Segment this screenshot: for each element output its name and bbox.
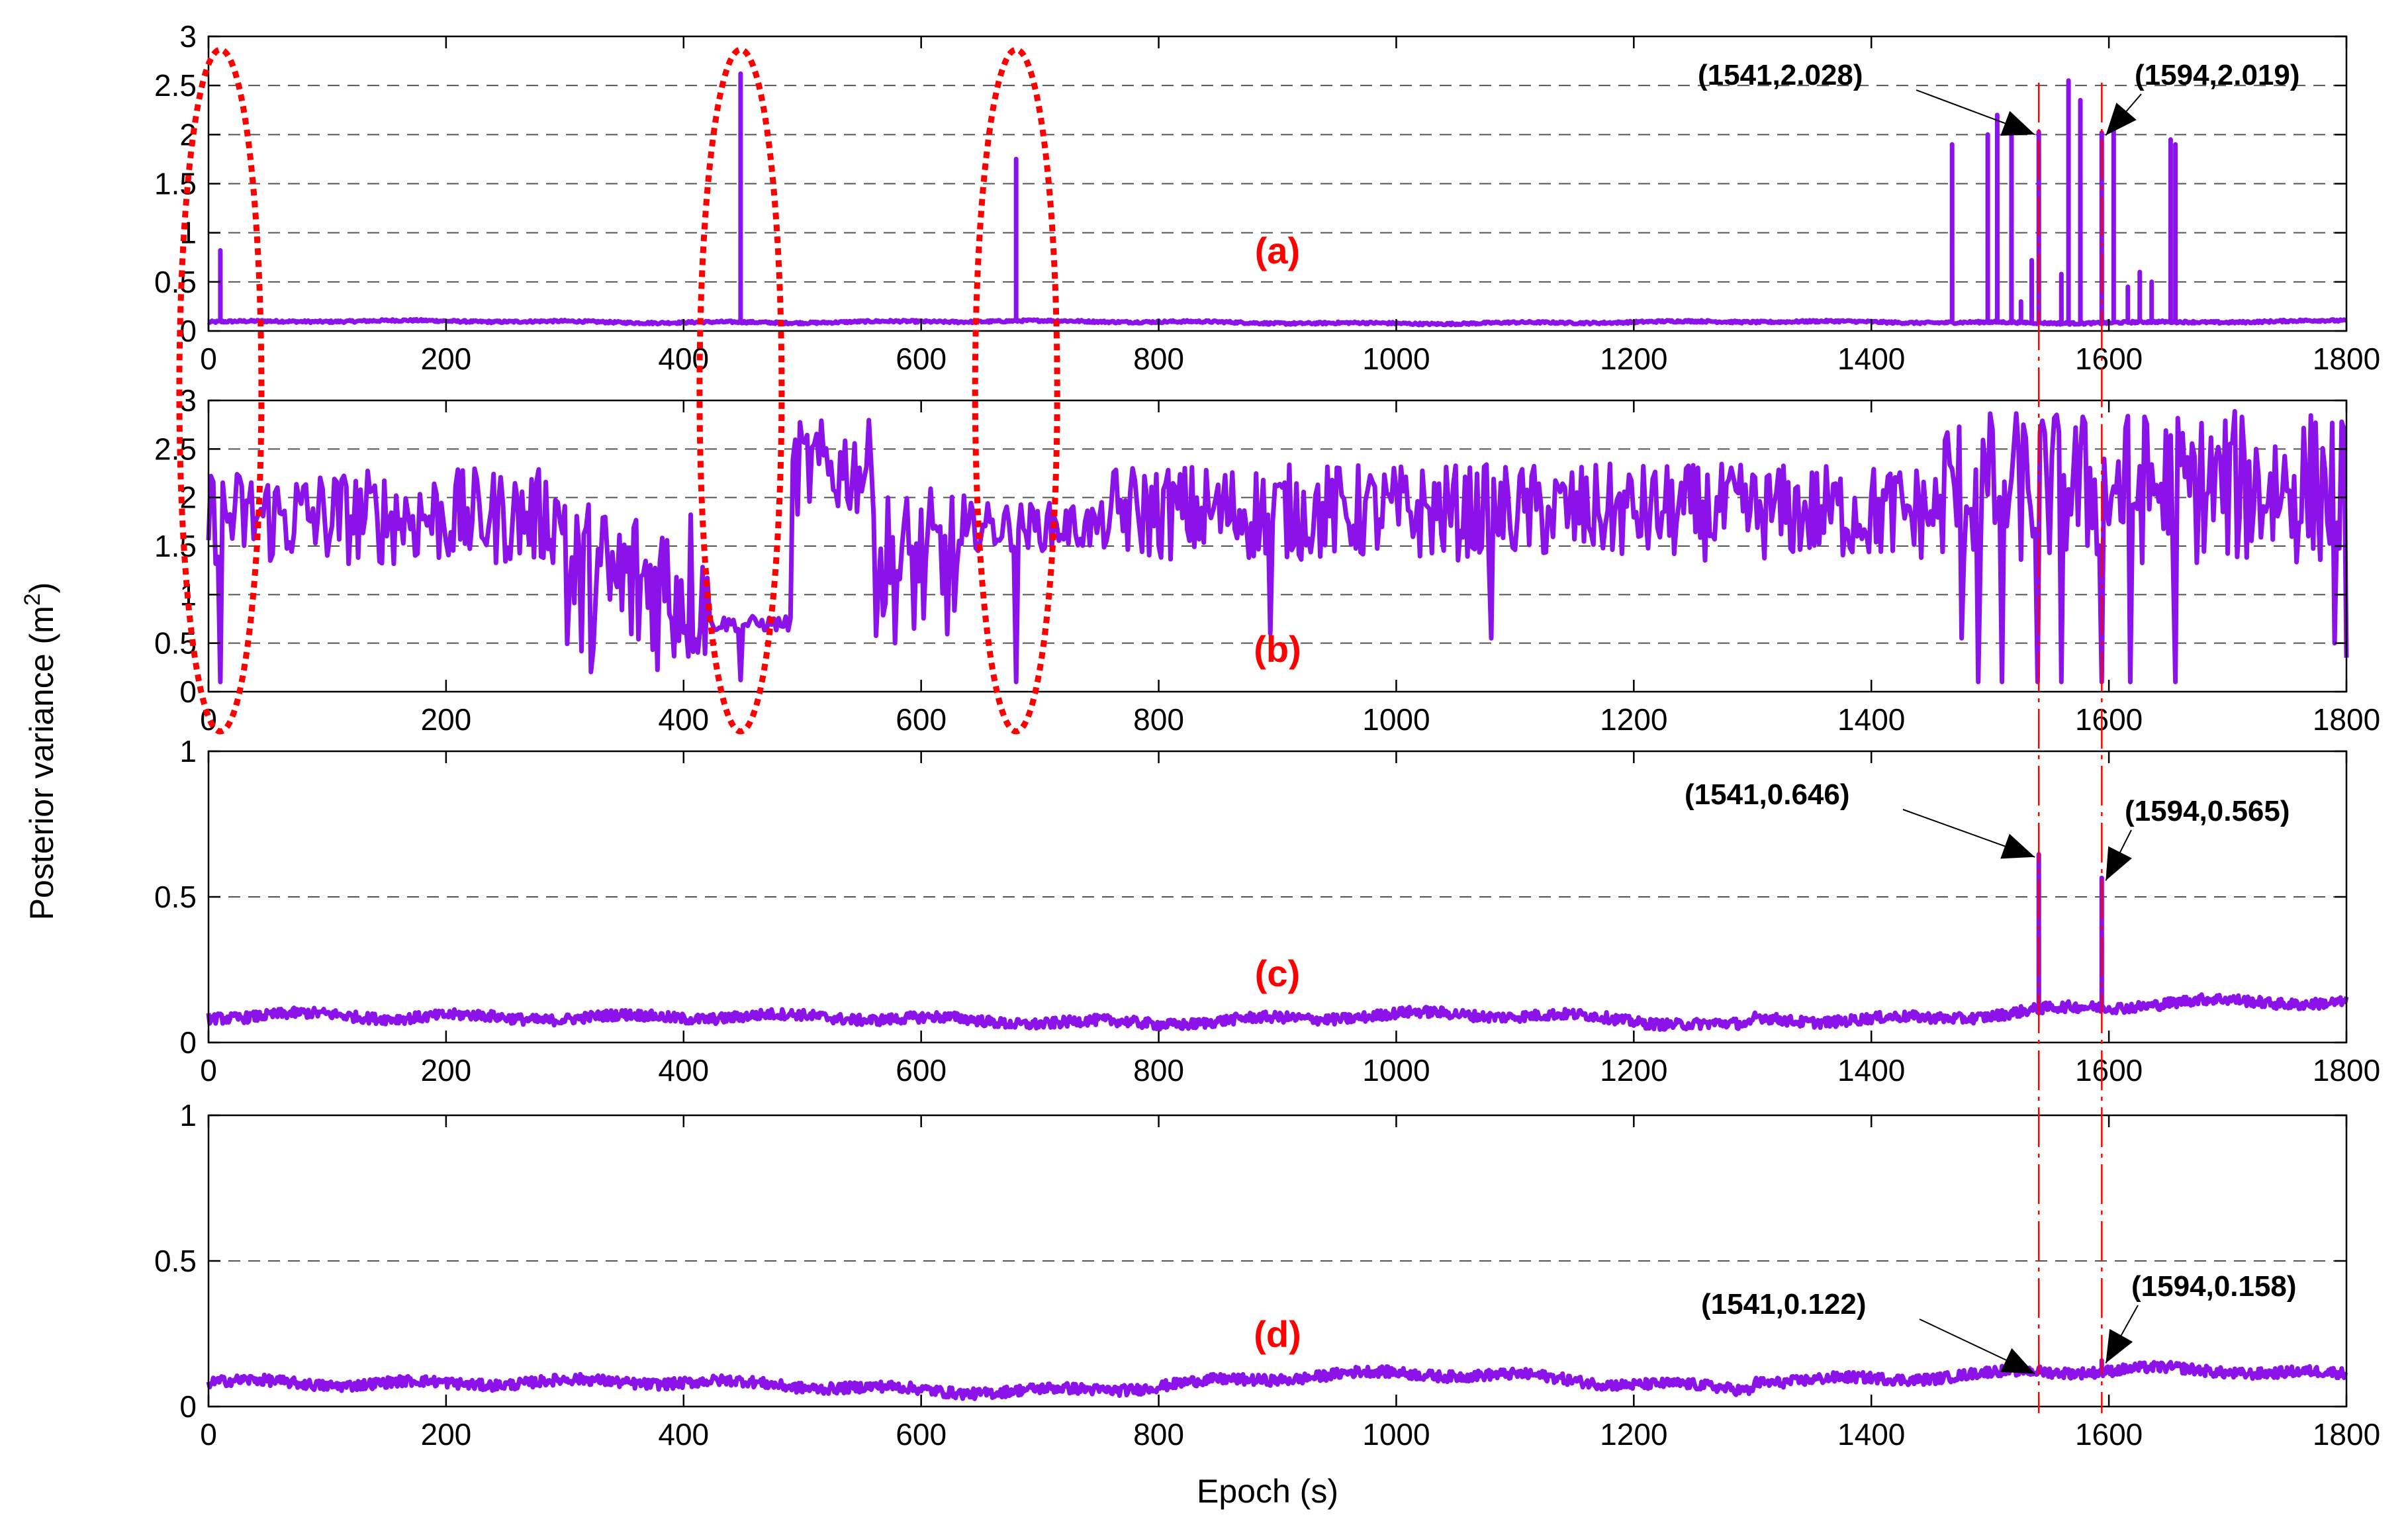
x-tick-label: 1000 [1362, 1417, 1430, 1452]
y-tick-label: 2 [179, 117, 197, 152]
y-tick-label: 1 [179, 1098, 197, 1133]
y-axis-label-superscript: 2 [20, 593, 45, 606]
annotation-label: (1594,0.158) [2131, 1270, 2297, 1303]
y-tick-label: 3 [179, 19, 197, 54]
series-line [206, 852, 2349, 1032]
panel-label: (c) [1255, 952, 1300, 994]
panel-label: (a) [1255, 230, 1300, 271]
x-tick-label: 1600 [2075, 1417, 2143, 1452]
series-line [206, 408, 2349, 684]
annotation-arrow-head [2000, 1348, 2035, 1374]
annotation-label: (1594,2.019) [2135, 59, 2300, 91]
y-tick-label: 3 [179, 383, 197, 418]
x-tick-label: 0 [200, 702, 217, 737]
series-line [207, 71, 2348, 328]
x-tick-label: 1600 [2075, 702, 2143, 737]
x-tick-label: 600 [896, 1417, 947, 1452]
annotation-arrow-head [2000, 111, 2035, 136]
annotation-arrow-head [2106, 846, 2132, 881]
x-tick-label: 800 [1133, 1417, 1184, 1452]
y-tick-label: 2.5 [154, 432, 197, 466]
x-tick-label: 200 [421, 702, 472, 737]
highlight-ellipse [972, 46, 1060, 735]
y-tick-label: 1.5 [154, 167, 197, 201]
x-tick-label: 1800 [2313, 1053, 2380, 1087]
x-tick-label: 1800 [2313, 702, 2380, 737]
annotation-label: (1541,0.122) [1701, 1288, 1867, 1320]
x-tick-label: 600 [896, 702, 947, 737]
x-tick-label: 800 [1133, 342, 1184, 376]
y-tick-label: 0 [179, 1025, 197, 1060]
x-tick-label: 400 [658, 1417, 709, 1452]
y-tick-label: 0.5 [154, 265, 197, 299]
x-tick-label: 400 [658, 1053, 709, 1087]
x-tick-label: 1200 [1600, 1053, 1667, 1087]
x-tick-label: 1000 [1362, 702, 1430, 737]
x-tick-label: 800 [1133, 702, 1184, 737]
x-tick-label: 1600 [2075, 1053, 2143, 1087]
panel-2: 00.511.522.530 200 400 600 800 1000 1200 1400 16… [154, 383, 2380, 737]
y-axis-label: Posterior variance (m2) [20, 582, 60, 921]
panel-label: (b) [1254, 628, 1301, 670]
x-tick-label: 400 [658, 702, 709, 737]
x-tick-label: 800 [1133, 1053, 1184, 1087]
highlight-ellipse [696, 46, 785, 735]
annotation-label: (1541,2.028) [1698, 59, 1863, 91]
panel-3: 0 0.5 1 0 200 400 600 800 1000 1200 1400 1600 1800 (c… [154, 734, 2380, 1087]
y-tick-label: 1.5 [154, 529, 197, 563]
y-tick-label: 0 [179, 1389, 197, 1424]
annotation-label: (1594,0.565) [2125, 795, 2290, 827]
x-tick-label: 1800 [2313, 342, 2380, 376]
annotation-label: (1541,0.646) [1685, 778, 1850, 811]
x-tick-label: 1000 [1362, 342, 1430, 376]
y-axis-label-close: ) [23, 582, 60, 594]
annotation-arrow-head [2106, 103, 2137, 136]
annotation-arrow-head [2106, 1328, 2133, 1364]
x-tick-label: 1400 [1837, 1053, 1905, 1087]
x-tick-label: 0 [200, 1053, 217, 1087]
y-tick-label: 1 [179, 216, 197, 250]
x-tick-label: 600 [896, 342, 947, 376]
x-tick-label: 1200 [1600, 1417, 1667, 1452]
panel-1: 00.511.522.530 200 400 600 800 1000 1200 1400 16… [154, 19, 2380, 376]
x-tick-label: 1400 [1837, 702, 1905, 737]
x-tick-label: 1800 [2313, 1417, 2380, 1452]
highlight-ellipse [176, 46, 265, 735]
panel-label: (d) [1254, 1313, 1301, 1355]
x-tick-label: 0 [200, 342, 217, 376]
overlays-group [176, 46, 2103, 1413]
x-tick-label: 1000 [1362, 1053, 1430, 1087]
y-tick-label: 0.5 [154, 1244, 197, 1278]
panel-4: 0 0.5 1 0 200 400 600 800 1000 1200 1400 1600 1800 (d… [154, 1098, 2380, 1452]
y-tick-label: 1 [179, 734, 197, 768]
panels-group: 00.511.522.530 200 400 600 800 1000 1200 1400 16… [154, 19, 2380, 1452]
x-tick-label: 200 [421, 1417, 472, 1452]
y-tick-label: 2.5 [154, 68, 197, 103]
x-tick-label: 1400 [1837, 1417, 1905, 1452]
series-line [206, 1358, 2348, 1401]
y-axis-label-main: Posterior variance (m [23, 606, 60, 920]
x-tick-label: 1200 [1600, 342, 1667, 376]
y-tick-label: 0.5 [154, 880, 197, 914]
x-tick-label: 200 [421, 1053, 472, 1087]
y-tick-label: 0 [179, 674, 197, 709]
x-tick-label: 600 [896, 1053, 947, 1087]
annotation-arrow-head [2000, 833, 2035, 859]
x-tick-label: 1600 [2075, 342, 2143, 376]
x-tick-label: 0 [200, 1417, 217, 1452]
x-tick-label: 1400 [1837, 342, 1905, 376]
x-axis-label: Epoch (s) [1197, 1473, 1338, 1510]
x-tick-label: 1200 [1600, 702, 1667, 737]
x-tick-label: 200 [421, 342, 472, 376]
